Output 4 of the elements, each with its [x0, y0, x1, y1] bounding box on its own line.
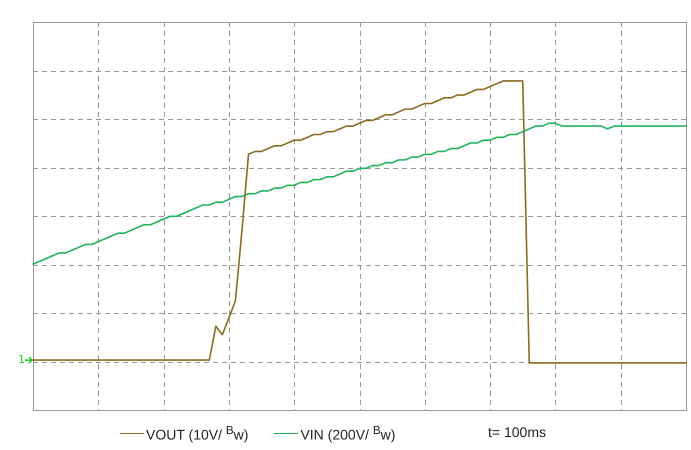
legend-label: VOUT (10V/ $^{B}$w) — [146, 424, 248, 443]
legend-label: VIN (200V/ $^{B}$w) — [300, 424, 396, 443]
text: t= 100ms — [488, 424, 546, 440]
ref-line-label: 1 — [18, 352, 25, 366]
